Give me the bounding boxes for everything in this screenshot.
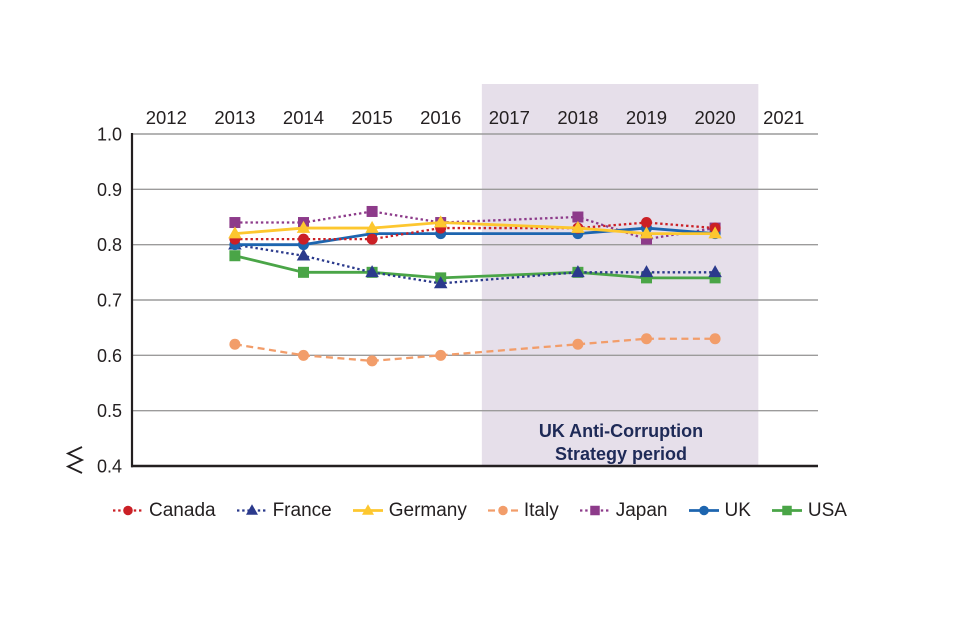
canada-marker xyxy=(298,233,309,245)
italy-marker xyxy=(366,355,378,367)
canada-marker xyxy=(641,217,652,229)
usa-marker xyxy=(641,272,652,284)
usa-marker xyxy=(709,272,721,284)
france-marker xyxy=(708,265,722,278)
y-tick-label: 0.4 xyxy=(97,457,122,477)
x-tick-label: 2015 xyxy=(352,107,393,128)
axis-break-icon xyxy=(65,446,85,474)
x-tick-label: 2012 xyxy=(146,107,187,128)
germany-marker xyxy=(296,220,311,233)
canada-legend-marker-icon xyxy=(113,505,144,515)
italy-legend-marker-icon xyxy=(487,505,518,515)
x-tick-label: 2021 xyxy=(763,107,804,128)
legend-item-canada: Canada xyxy=(113,501,216,520)
legend-item-usa: USA xyxy=(771,499,847,521)
germany-legend-marker-icon xyxy=(352,503,383,515)
legend-item-france: France xyxy=(236,499,332,521)
axis-layer: 1.0 0.9 0.8 0.7 0.6 0.5 0.4 2012 2013 2014 2015 201… xyxy=(97,107,818,477)
usa-marker xyxy=(298,266,309,278)
legend-label-uk: UK xyxy=(724,499,751,521)
italy-marker xyxy=(435,349,447,361)
germany-marker xyxy=(228,226,242,239)
y-tick-label: 0.7 xyxy=(97,291,122,311)
y-tick-label: 0.6 xyxy=(97,346,122,366)
x-tick-label: 2020 xyxy=(695,107,736,128)
y-tick-label: 0.5 xyxy=(97,401,122,421)
italy-marker xyxy=(229,338,241,350)
legend-label-canada: Canada xyxy=(149,499,216,521)
canada-marker xyxy=(366,233,378,245)
france-marker xyxy=(365,265,379,278)
series-canada xyxy=(229,217,721,245)
x-tick-label: 2016 xyxy=(420,107,461,128)
legend-item-germany: Germany xyxy=(352,499,467,521)
series-germany xyxy=(228,215,722,239)
germany-marker xyxy=(571,220,585,233)
italy-marker xyxy=(298,349,309,361)
usa-marker xyxy=(229,250,241,262)
legend-item-italy: Italy xyxy=(487,499,559,521)
legend-item-uk: UK xyxy=(688,499,751,521)
line-chart: 1.0 0.9 0.8 0.7 0.6 0.5 0.4 2012 2013 2014 2015 201… xyxy=(65,84,818,477)
x-tick-label: 2017 xyxy=(489,107,530,128)
japan-marker xyxy=(229,217,241,229)
japan-marker xyxy=(366,205,378,217)
japan-legend-marker-icon xyxy=(579,505,610,515)
y-tick-label: 0.8 xyxy=(97,235,122,255)
italy-marker xyxy=(709,333,721,345)
germany-marker xyxy=(708,226,722,239)
france-marker xyxy=(639,265,654,278)
uk-legend-marker-icon xyxy=(688,505,719,515)
series-layer xyxy=(228,205,722,367)
chart-legend: Canada France Germany Italy Japan UK USA xyxy=(0,494,960,526)
japan-marker xyxy=(572,211,584,223)
france-marker xyxy=(296,248,311,261)
france-marker xyxy=(571,265,585,278)
japan-marker xyxy=(641,233,652,245)
italy-marker xyxy=(641,333,652,345)
italy-marker xyxy=(572,338,584,350)
france-legend-marker-icon xyxy=(236,503,267,515)
legend-label-france: France xyxy=(272,499,332,521)
y-tick-label: 1.0 xyxy=(97,125,122,145)
band-label-line-1: UK Anti-Corruption xyxy=(539,421,703,441)
legend-label-germany: Germany xyxy=(388,499,467,521)
x-tick-label: 2019 xyxy=(626,107,667,128)
y-tick-label: 0.9 xyxy=(97,180,122,200)
x-tick-label: 2018 xyxy=(557,107,598,128)
germany-marker xyxy=(639,226,654,239)
x-tick-label: 2013 xyxy=(214,107,255,128)
legend-item-japan: Japan xyxy=(579,499,668,521)
legend-label-usa: USA xyxy=(807,499,847,521)
legend-label-japan: Japan xyxy=(615,499,668,521)
germany-marker xyxy=(433,215,448,228)
legend-label-italy: Italy xyxy=(523,499,559,521)
x-tick-label: 2014 xyxy=(283,107,324,128)
usa-legend-marker-icon xyxy=(771,505,802,515)
germany-marker xyxy=(365,220,379,233)
band-label-line-2: Strategy period xyxy=(555,444,687,464)
series-italy xyxy=(229,333,721,367)
france-marker xyxy=(433,276,448,289)
